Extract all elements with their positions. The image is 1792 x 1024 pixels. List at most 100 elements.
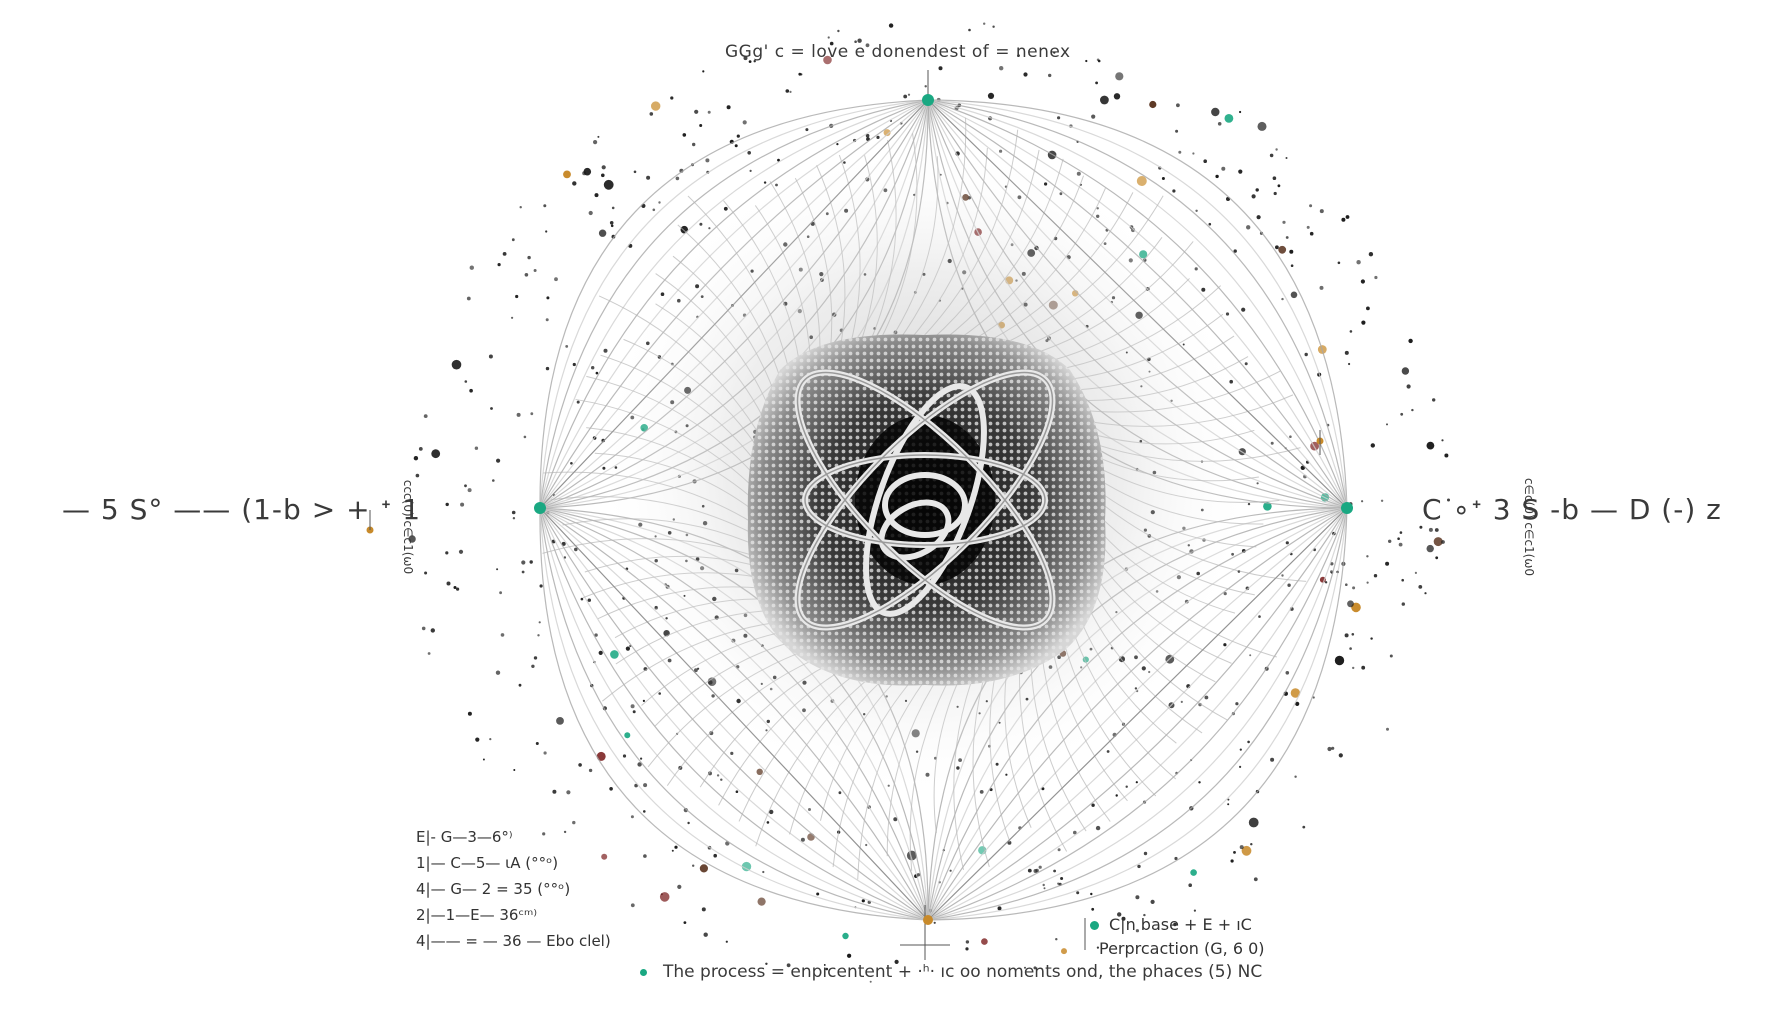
particle-dot <box>469 388 473 393</box>
particle-dot <box>1370 637 1373 640</box>
particle-dot <box>521 560 526 565</box>
particle-dot <box>1227 803 1230 806</box>
particle-dot <box>720 778 723 781</box>
particle-dot <box>741 861 752 872</box>
particle-dot <box>1344 350 1349 355</box>
particle-dot <box>701 907 706 912</box>
particle-dot <box>1441 540 1445 544</box>
particle-dot <box>965 940 970 944</box>
particle-dot <box>1319 209 1324 214</box>
particle-dot <box>1374 275 1378 280</box>
particle-dot <box>777 158 780 162</box>
legend-row: E|- G—3—6°⁾ <box>416 828 513 846</box>
particle-dot <box>630 815 634 819</box>
bottom-caption: The process = enpicentent + ·ʰ· ıc oo no… <box>640 962 1262 982</box>
knot-loops-shadow <box>796 371 1054 629</box>
mesh-wire <box>539 507 929 921</box>
particle-dot <box>1038 865 1042 869</box>
particle-dot <box>502 252 507 256</box>
particle-dot <box>1188 883 1192 887</box>
left-vertical-label: ccc(0) c∈c1(ω0 <box>401 479 415 575</box>
particle-dot <box>876 135 880 139</box>
particle-dot <box>529 560 533 564</box>
particle-dot <box>1239 845 1244 850</box>
particle-dot <box>1275 245 1279 250</box>
mesh-wire <box>927 507 1348 921</box>
particle-dot <box>1150 899 1155 905</box>
particle-dot <box>903 94 908 99</box>
particle-dot <box>1306 225 1310 229</box>
particle-dot <box>489 738 492 741</box>
mesh-wire <box>927 507 1348 921</box>
particle-dot <box>1406 384 1411 389</box>
particle-dot <box>609 221 614 225</box>
particle-dot <box>888 23 894 28</box>
particle-dot <box>1055 938 1058 941</box>
particle-dot <box>576 400 580 404</box>
particle-dot <box>1224 114 1234 123</box>
particle-dot <box>725 940 728 943</box>
particle-dot <box>702 70 705 73</box>
particle-dot <box>1221 166 1226 171</box>
particle-dot <box>1285 541 1289 545</box>
particle-dot <box>1230 859 1234 863</box>
particle-dot <box>1091 803 1095 807</box>
particle-dot <box>692 864 695 867</box>
particle-dot <box>518 683 522 687</box>
mesh-wire <box>927 507 1348 921</box>
mesh-wire <box>927 507 1348 921</box>
particle-dot <box>734 144 738 148</box>
particle-dot <box>816 892 820 896</box>
mesh-wire <box>539 507 929 921</box>
particle-dot <box>1285 236 1289 239</box>
particle-dot <box>1203 159 1207 163</box>
mesh-wire <box>927 99 1348 509</box>
particle-dot <box>496 458 501 463</box>
particle-dot <box>566 790 571 795</box>
particle-dot <box>591 366 595 370</box>
particle-dot <box>1258 615 1261 618</box>
particle-dot <box>1386 423 1388 426</box>
particle-dot <box>523 435 527 439</box>
particle-dot <box>1426 544 1434 553</box>
particle-dot <box>598 229 607 237</box>
particle-dot <box>1351 633 1355 636</box>
particle-dot <box>588 768 593 773</box>
particle-dot <box>1195 209 1198 212</box>
particle-dot <box>632 710 636 714</box>
particle-dot <box>554 277 558 282</box>
mesh-wire <box>927 507 1348 921</box>
particle-dot <box>510 316 514 319</box>
particle-dot <box>1143 851 1148 856</box>
particle-dot <box>535 742 539 745</box>
particle-dot <box>687 821 690 825</box>
particle-dot <box>1424 592 1427 595</box>
particle-dot <box>1238 169 1243 174</box>
particle-dot <box>1285 157 1288 159</box>
particle-dot <box>1344 633 1349 638</box>
particle-dot <box>552 789 557 794</box>
particle-dot <box>713 853 717 858</box>
particle-dot <box>1269 153 1274 158</box>
particle-dot <box>1135 929 1139 933</box>
particle-dot <box>1233 249 1237 253</box>
particle-dot <box>1388 539 1392 543</box>
particle-dot <box>1061 948 1067 955</box>
particle-dot <box>572 362 576 367</box>
particle-dot <box>545 230 548 233</box>
particle-dot <box>1345 583 1348 586</box>
particle-dot <box>1414 571 1417 575</box>
teal-dot-icon <box>640 968 647 976</box>
particle-dot <box>1290 264 1294 268</box>
mesh-wire <box>539 99 929 509</box>
particle-dot <box>883 129 891 137</box>
particle-dot <box>1085 59 1088 63</box>
particle-dot <box>1435 556 1439 560</box>
particle-dot <box>1370 443 1376 448</box>
particle-dot <box>861 899 865 903</box>
particle-dot <box>1248 817 1259 828</box>
particle-dot <box>1244 362 1248 366</box>
particle-dot <box>1057 848 1061 852</box>
particle-dot <box>431 449 441 459</box>
particle-dot <box>1175 129 1179 133</box>
